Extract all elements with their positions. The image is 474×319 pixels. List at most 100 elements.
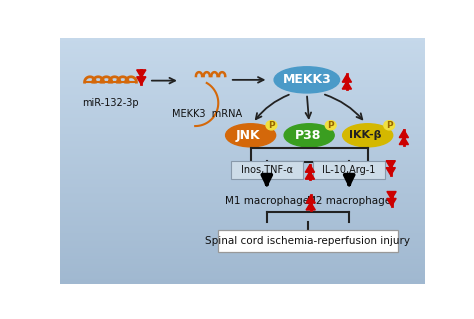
Bar: [61, 174, 425, 175]
Bar: [61, 163, 425, 164]
Bar: [61, 238, 425, 239]
Bar: [61, 64, 425, 65]
Polygon shape: [399, 130, 409, 137]
Bar: [61, 258, 425, 259]
Bar: [61, 121, 425, 122]
Bar: [61, 83, 425, 84]
Bar: [61, 231, 425, 232]
Bar: [61, 220, 425, 221]
Bar: [61, 189, 425, 190]
Bar: [61, 218, 425, 219]
Ellipse shape: [274, 67, 339, 93]
FancyBboxPatch shape: [313, 161, 385, 179]
Bar: [61, 221, 425, 222]
Text: MEKK3: MEKK3: [283, 73, 331, 86]
Bar: [61, 148, 425, 149]
Bar: [61, 60, 425, 61]
Bar: [61, 66, 425, 67]
Polygon shape: [386, 168, 395, 175]
Bar: [61, 47, 425, 48]
Text: P: P: [268, 121, 275, 130]
Bar: [61, 282, 425, 283]
Bar: [61, 223, 425, 224]
Text: IKK-β: IKK-β: [349, 130, 382, 140]
Bar: [61, 212, 425, 213]
Bar: [61, 187, 425, 188]
Bar: [61, 124, 425, 125]
Text: P: P: [328, 121, 334, 130]
Bar: [61, 270, 425, 271]
Bar: [61, 250, 425, 251]
Bar: [61, 254, 425, 255]
Bar: [61, 227, 425, 228]
Text: M2 macrophage: M2 macrophage: [307, 196, 391, 206]
Bar: [61, 58, 425, 59]
Bar: [61, 237, 425, 238]
Bar: [61, 165, 425, 166]
Bar: [61, 211, 425, 212]
Bar: [61, 82, 425, 83]
Bar: [61, 175, 425, 176]
Bar: [61, 265, 425, 266]
Bar: [61, 105, 425, 106]
Bar: [61, 167, 425, 168]
Bar: [61, 84, 425, 85]
Bar: [61, 99, 425, 100]
Bar: [61, 203, 425, 204]
Bar: [61, 276, 425, 277]
Bar: [61, 103, 425, 104]
Bar: [61, 186, 425, 187]
Polygon shape: [342, 81, 352, 89]
Bar: [61, 184, 425, 185]
Bar: [61, 248, 425, 249]
Bar: [61, 154, 425, 155]
Bar: [61, 228, 425, 229]
Bar: [61, 155, 425, 156]
Polygon shape: [305, 172, 315, 179]
Bar: [61, 156, 425, 157]
Bar: [61, 182, 425, 183]
Bar: [61, 108, 425, 109]
Text: P: P: [386, 121, 392, 130]
Ellipse shape: [343, 124, 392, 147]
Text: P38: P38: [294, 129, 321, 142]
Bar: [61, 229, 425, 230]
Bar: [61, 209, 425, 210]
Bar: [61, 173, 425, 174]
Polygon shape: [399, 137, 409, 145]
Bar: [61, 137, 425, 138]
Bar: [61, 118, 425, 119]
Bar: [61, 111, 425, 112]
Bar: [61, 45, 425, 46]
Bar: [61, 185, 425, 186]
Bar: [61, 52, 425, 53]
Bar: [61, 63, 425, 64]
Bar: [61, 50, 425, 51]
Bar: [61, 169, 425, 170]
Ellipse shape: [226, 124, 276, 147]
Bar: [61, 122, 425, 123]
Bar: [61, 153, 425, 154]
Bar: [61, 53, 425, 54]
Bar: [61, 219, 425, 220]
Bar: [61, 245, 425, 246]
Bar: [61, 97, 425, 98]
Bar: [61, 144, 425, 145]
Bar: [61, 222, 425, 223]
Bar: [61, 242, 425, 243]
Bar: [61, 244, 425, 245]
Bar: [61, 136, 425, 137]
Bar: [61, 278, 425, 279]
Text: Inos,TNF-α: Inos,TNF-α: [241, 165, 293, 175]
Bar: [61, 67, 425, 68]
Bar: [61, 178, 425, 179]
Bar: [61, 92, 425, 93]
Bar: [61, 236, 425, 237]
Bar: [61, 263, 425, 264]
Bar: [61, 130, 425, 131]
Bar: [61, 152, 425, 153]
Ellipse shape: [325, 121, 336, 130]
Bar: [61, 172, 425, 173]
Bar: [61, 102, 425, 103]
Bar: [61, 55, 425, 56]
